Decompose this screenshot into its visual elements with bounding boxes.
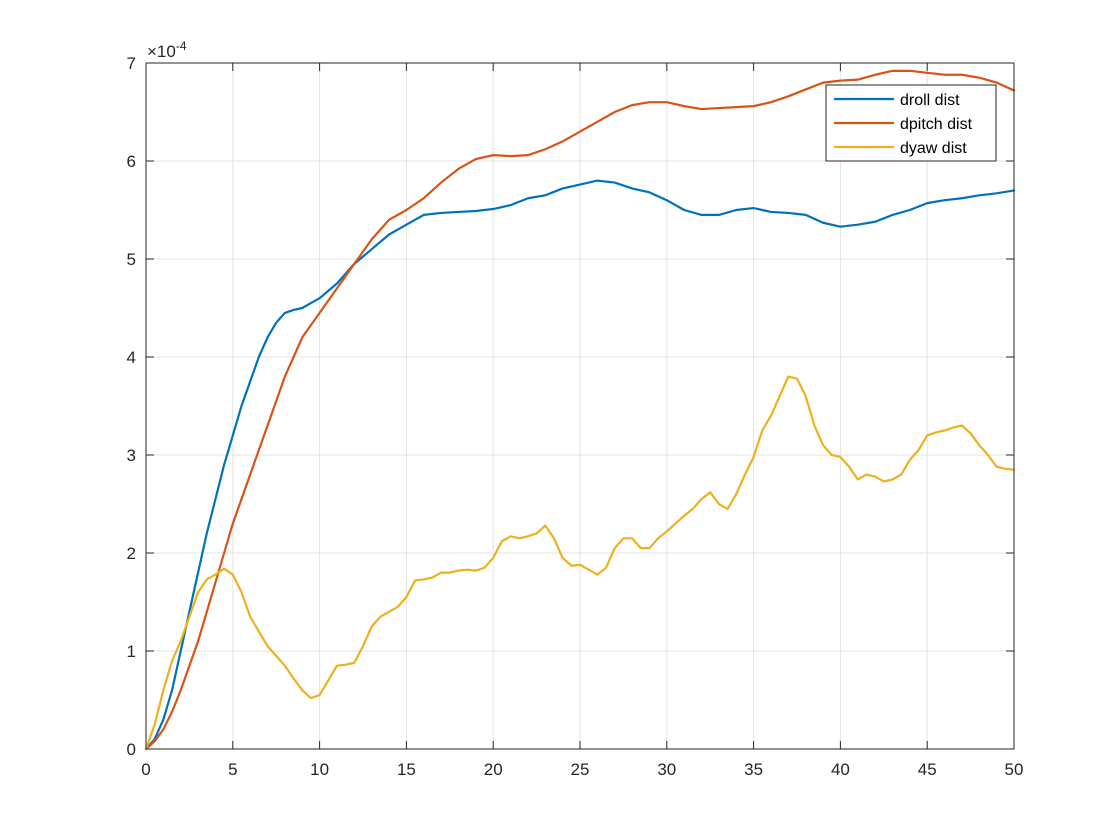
x-tick-label: 30 (657, 760, 676, 779)
x-tick-label: 35 (744, 760, 763, 779)
legend-label: dpitch dist (900, 116, 973, 133)
x-tick-label: 45 (918, 760, 937, 779)
y-tick-label: 4 (127, 348, 136, 367)
y-tick-label: 1 (127, 642, 136, 661)
y-tick-label: 3 (127, 446, 136, 465)
series-line-droll-dist (144, 179, 1016, 751)
series-line-dyaw-dist (144, 375, 1016, 751)
y-axis-exponent-prefix: ×10 (147, 42, 176, 61)
legend-label: dyaw dist (900, 140, 967, 157)
y-tick-label: 7 (127, 54, 136, 73)
x-tick-label: 10 (310, 760, 329, 779)
x-tick-label: 5 (228, 760, 237, 779)
x-axis-ticks: 0 5 10 15 20 25 30 35 40 45 50 (141, 63, 1023, 779)
series-line-dpitch-dist (144, 69, 1016, 751)
y-tick-label: 2 (127, 544, 136, 563)
x-tick-label: 20 (484, 760, 503, 779)
x-tick-label: 40 (831, 760, 850, 779)
x-tick-label: 25 (571, 760, 590, 779)
series-group (144, 69, 1016, 751)
y-axis-ticks: 0 1 2 3 4 5 6 7 (127, 54, 1014, 759)
y-tick-label: 5 (127, 250, 136, 269)
y-axis-exponent-power: -4 (176, 39, 187, 53)
y-axis-exponent: ×10-4 (147, 39, 187, 61)
legend: droll dist dpitch dist dyaw dist (825, 84, 997, 162)
x-tick-label: 15 (397, 760, 416, 779)
grid (146, 63, 1014, 749)
x-tick-label: 50 (1005, 760, 1024, 779)
y-tick-label: 6 (127, 152, 136, 171)
legend-label: droll dist (900, 92, 960, 109)
y-tick-label: 0 (127, 740, 136, 759)
x-tick-label: 0 (141, 760, 150, 779)
